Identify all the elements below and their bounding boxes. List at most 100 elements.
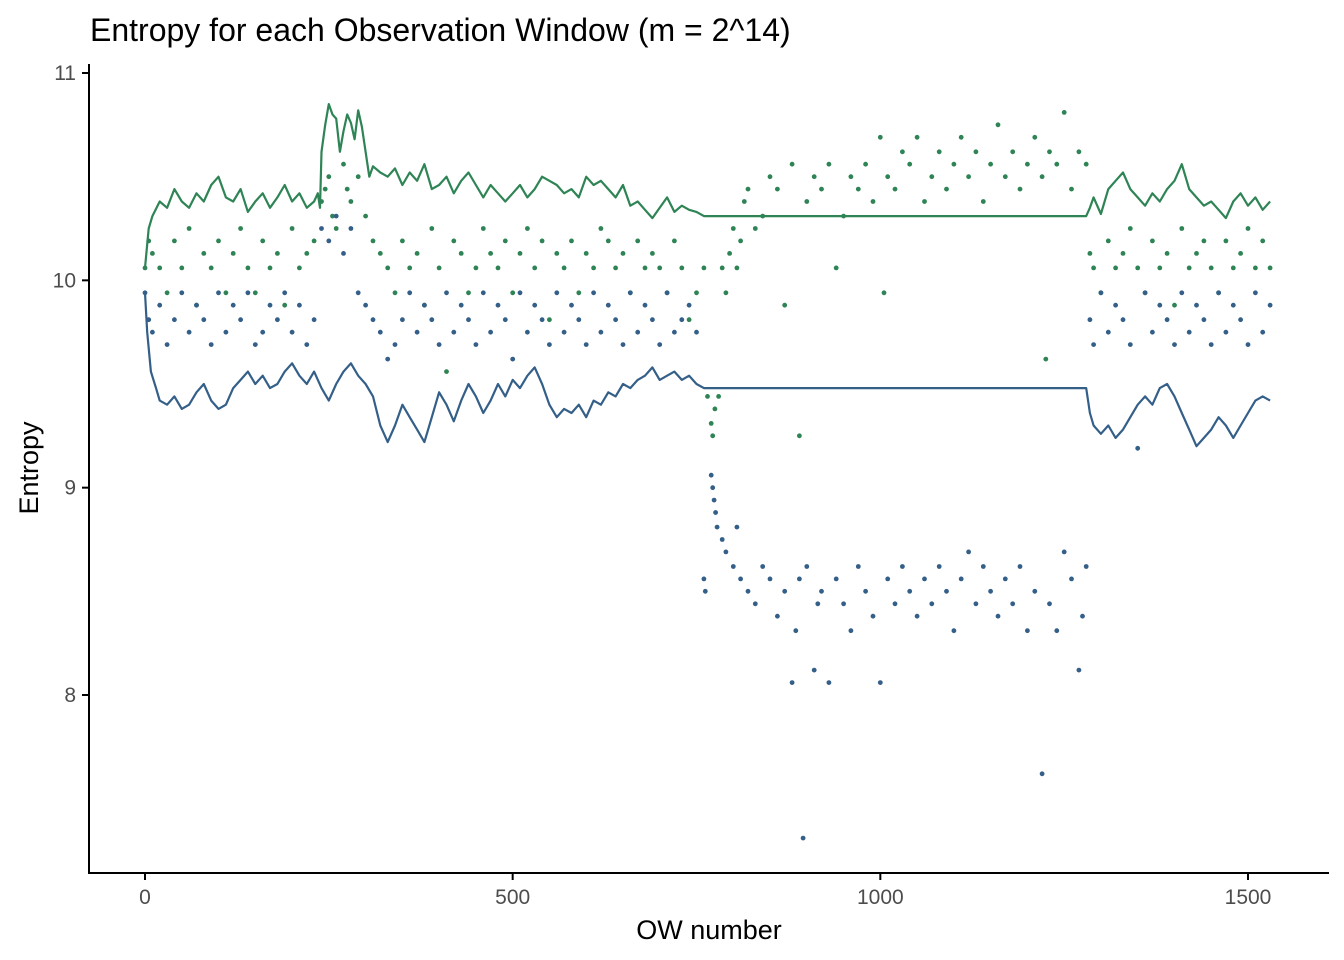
data-point [694, 329, 699, 335]
data-point [591, 290, 596, 296]
data-point [444, 290, 449, 296]
data-point [642, 265, 648, 271]
data-point [863, 161, 868, 167]
data-point [451, 238, 457, 244]
data-point [414, 251, 420, 256]
data-point [1087, 251, 1093, 256]
data-point [252, 342, 258, 347]
data-point [1002, 576, 1008, 582]
data-point [1201, 317, 1207, 323]
data-point [348, 199, 354, 204]
data-point [488, 329, 493, 335]
data-point [679, 317, 685, 323]
data-point [260, 238, 266, 244]
data-point [907, 588, 913, 594]
data-point [179, 265, 185, 271]
data-point [914, 134, 920, 140]
data-point [819, 186, 824, 192]
data-point [966, 549, 971, 555]
data-point [1032, 134, 1038, 140]
data-point [613, 265, 618, 271]
data-point [958, 134, 964, 140]
data-point [1054, 161, 1060, 167]
data-point [988, 161, 993, 167]
data-point [613, 317, 618, 323]
data-point [1039, 174, 1045, 180]
data-point [936, 564, 942, 569]
data-point [1032, 588, 1038, 594]
data-point [797, 433, 802, 439]
data-point [686, 302, 692, 308]
data-point [782, 588, 788, 594]
data-point [980, 564, 986, 569]
series-line-3 [143, 292, 1271, 448]
data-point [495, 302, 501, 308]
data-point [370, 317, 376, 323]
data-point [348, 226, 354, 231]
data-point [554, 251, 560, 256]
data-point [988, 588, 993, 594]
data-point [142, 265, 148, 271]
data-point [966, 174, 971, 180]
data-point [201, 251, 207, 256]
data-point [1208, 342, 1214, 347]
data-point [539, 238, 545, 244]
data-point [363, 213, 368, 219]
data-point [642, 302, 648, 308]
data-point [855, 186, 861, 192]
data-point [547, 342, 552, 347]
data-point [775, 613, 780, 619]
data-point [407, 265, 413, 271]
data-point [951, 628, 957, 634]
data-point [811, 667, 817, 673]
data-point [333, 213, 339, 219]
data-point [605, 302, 611, 308]
data-point [702, 588, 708, 594]
data-point [561, 265, 567, 271]
data-point [1120, 317, 1126, 323]
data-point [782, 302, 788, 308]
data-point [730, 226, 736, 231]
data-point [1113, 302, 1118, 308]
y-ticks: 8 9 10 11 [53, 62, 89, 707]
data-point [172, 317, 177, 323]
data-point [429, 317, 435, 323]
data-point [157, 302, 163, 308]
data-point [1043, 356, 1049, 362]
data-point [444, 369, 449, 374]
y-tick-label: 8 [64, 684, 76, 707]
data-point [1105, 238, 1111, 244]
data-point [157, 265, 163, 271]
data-point [1080, 613, 1085, 619]
data-point [1010, 601, 1016, 607]
data-point [569, 302, 574, 308]
data-point [517, 251, 523, 256]
data-point [738, 576, 743, 582]
data-point [1061, 549, 1067, 555]
data-point [1076, 149, 1082, 155]
data-point [1157, 302, 1163, 308]
data-point [767, 576, 773, 582]
data-point [734, 524, 740, 530]
data-point [885, 174, 891, 180]
data-point [705, 394, 710, 399]
data-point [775, 186, 780, 192]
data-point [275, 251, 280, 256]
data-point [436, 342, 442, 347]
data-point [289, 329, 295, 335]
data-point [1238, 251, 1243, 256]
x-tick-label: 0 [139, 886, 151, 909]
data-point [1083, 161, 1089, 167]
data-point [260, 329, 266, 335]
data-point [554, 290, 560, 296]
data-point [833, 576, 839, 582]
data-point [1253, 265, 1258, 271]
data-point [282, 302, 288, 308]
data-point [819, 588, 824, 594]
data-point [1194, 302, 1199, 308]
data-point [1091, 265, 1096, 271]
data-point [900, 149, 905, 155]
data-point [881, 290, 887, 296]
data-point [708, 421, 714, 426]
data-point [252, 290, 258, 296]
